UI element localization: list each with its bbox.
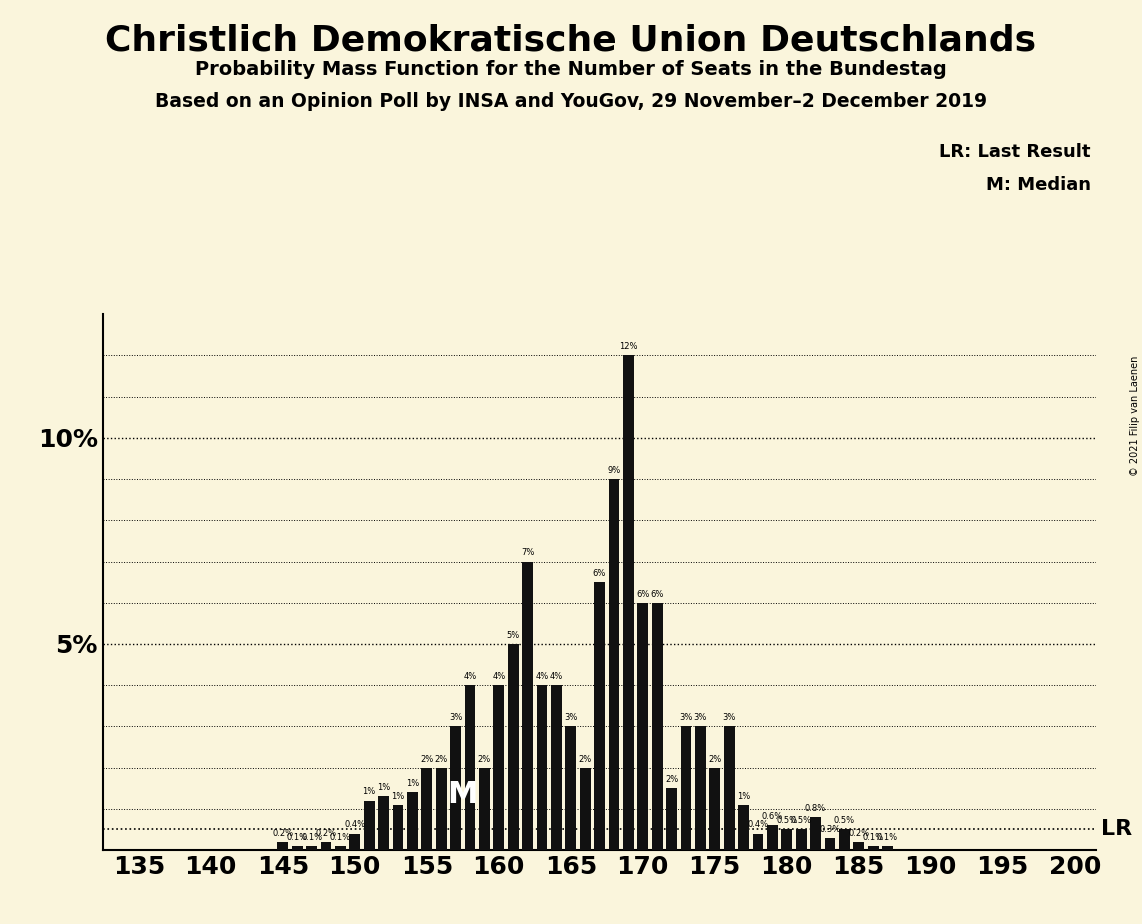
Text: © 2021 Filip van Laenen: © 2021 Filip van Laenen	[1129, 356, 1140, 476]
Bar	[321, 842, 331, 850]
Text: Probability Mass Function for the Number of Seats in the Bundestag: Probability Mass Function for the Number…	[195, 60, 947, 79]
Bar	[478, 768, 490, 850]
Text: 12%: 12%	[619, 342, 637, 351]
Text: 0.5%: 0.5%	[834, 816, 855, 825]
Text: 2%: 2%	[579, 755, 592, 763]
Text: M: M	[448, 780, 478, 808]
Bar	[695, 726, 706, 850]
Bar	[681, 726, 691, 850]
Bar	[622, 356, 634, 850]
Bar	[666, 788, 677, 850]
Text: 3%: 3%	[679, 713, 693, 723]
Text: 0.2%: 0.2%	[272, 829, 293, 838]
Bar	[839, 830, 850, 850]
Bar	[450, 726, 461, 850]
Bar	[278, 842, 288, 850]
Text: 0.2%: 0.2%	[315, 829, 337, 838]
Bar	[393, 805, 403, 850]
Text: 0.8%: 0.8%	[805, 804, 826, 813]
Bar	[796, 830, 806, 850]
Text: 4%: 4%	[464, 672, 476, 681]
Bar	[335, 846, 346, 850]
Text: 0.5%: 0.5%	[790, 816, 812, 825]
Text: M: Median: M: Median	[986, 176, 1091, 193]
Bar	[493, 686, 504, 850]
Bar	[407, 793, 418, 850]
Text: 6%: 6%	[636, 590, 650, 599]
Text: 0.4%: 0.4%	[747, 821, 769, 830]
Bar	[637, 602, 649, 850]
Bar	[724, 726, 734, 850]
Bar	[436, 768, 447, 850]
Text: 2%: 2%	[420, 755, 433, 763]
Bar	[522, 562, 533, 850]
Bar	[738, 805, 749, 850]
Text: 0.3%: 0.3%	[819, 824, 841, 833]
Bar	[767, 825, 778, 850]
Bar	[364, 800, 375, 850]
Bar	[421, 768, 432, 850]
Bar	[537, 686, 547, 850]
Text: 6%: 6%	[593, 569, 606, 578]
Text: 4%: 4%	[549, 672, 563, 681]
Text: 1%: 1%	[377, 784, 391, 793]
Text: 2%: 2%	[477, 755, 491, 763]
Text: 3%: 3%	[693, 713, 707, 723]
Text: 3%: 3%	[449, 713, 463, 723]
Text: 3%: 3%	[564, 713, 578, 723]
Text: 0.1%: 0.1%	[877, 833, 898, 842]
Bar	[465, 686, 475, 850]
Text: 2%: 2%	[665, 775, 678, 784]
Text: 6%: 6%	[651, 590, 664, 599]
Bar	[291, 846, 303, 850]
Bar	[580, 768, 590, 850]
Text: 0.4%: 0.4%	[344, 821, 365, 830]
Text: 1%: 1%	[392, 792, 404, 800]
Text: LR: Last Result: LR: Last Result	[939, 143, 1091, 161]
Text: 0.1%: 0.1%	[287, 833, 307, 842]
Bar	[868, 846, 878, 850]
Bar	[825, 838, 835, 850]
Text: Christlich Demokratische Union Deutschlands: Christlich Demokratische Union Deutschla…	[105, 23, 1037, 57]
Text: 0.6%: 0.6%	[762, 812, 783, 821]
Text: 2%: 2%	[708, 755, 722, 763]
Bar	[882, 846, 893, 850]
Bar	[781, 830, 793, 850]
Text: 9%: 9%	[608, 466, 620, 475]
Bar	[853, 842, 864, 850]
Bar	[609, 479, 619, 850]
Text: 1%: 1%	[737, 792, 750, 800]
Bar	[306, 846, 317, 850]
Bar	[810, 817, 821, 850]
Text: 0.5%: 0.5%	[777, 816, 797, 825]
Text: 4%: 4%	[536, 672, 548, 681]
Bar	[378, 796, 389, 850]
Text: Based on an Opinion Poll by INSA and YouGov, 29 November–2 December 2019: Based on an Opinion Poll by INSA and You…	[155, 92, 987, 112]
Bar	[753, 833, 763, 850]
Bar	[652, 602, 662, 850]
Text: 7%: 7%	[521, 548, 534, 557]
Text: 1%: 1%	[362, 787, 376, 796]
Bar	[709, 768, 721, 850]
Text: 5%: 5%	[507, 631, 520, 639]
Bar	[565, 726, 577, 850]
Bar	[594, 582, 605, 850]
Text: 0.2%: 0.2%	[849, 829, 869, 838]
Text: 3%: 3%	[723, 713, 735, 723]
Text: 0.1%: 0.1%	[862, 833, 884, 842]
Bar	[349, 833, 360, 850]
Text: 0.1%: 0.1%	[301, 833, 322, 842]
Bar	[508, 644, 518, 850]
Text: 1%: 1%	[405, 779, 419, 788]
Text: 2%: 2%	[435, 755, 448, 763]
Text: 0.1%: 0.1%	[330, 833, 351, 842]
Bar	[550, 686, 562, 850]
Text: 4%: 4%	[492, 672, 506, 681]
Text: LR: LR	[1101, 820, 1132, 840]
